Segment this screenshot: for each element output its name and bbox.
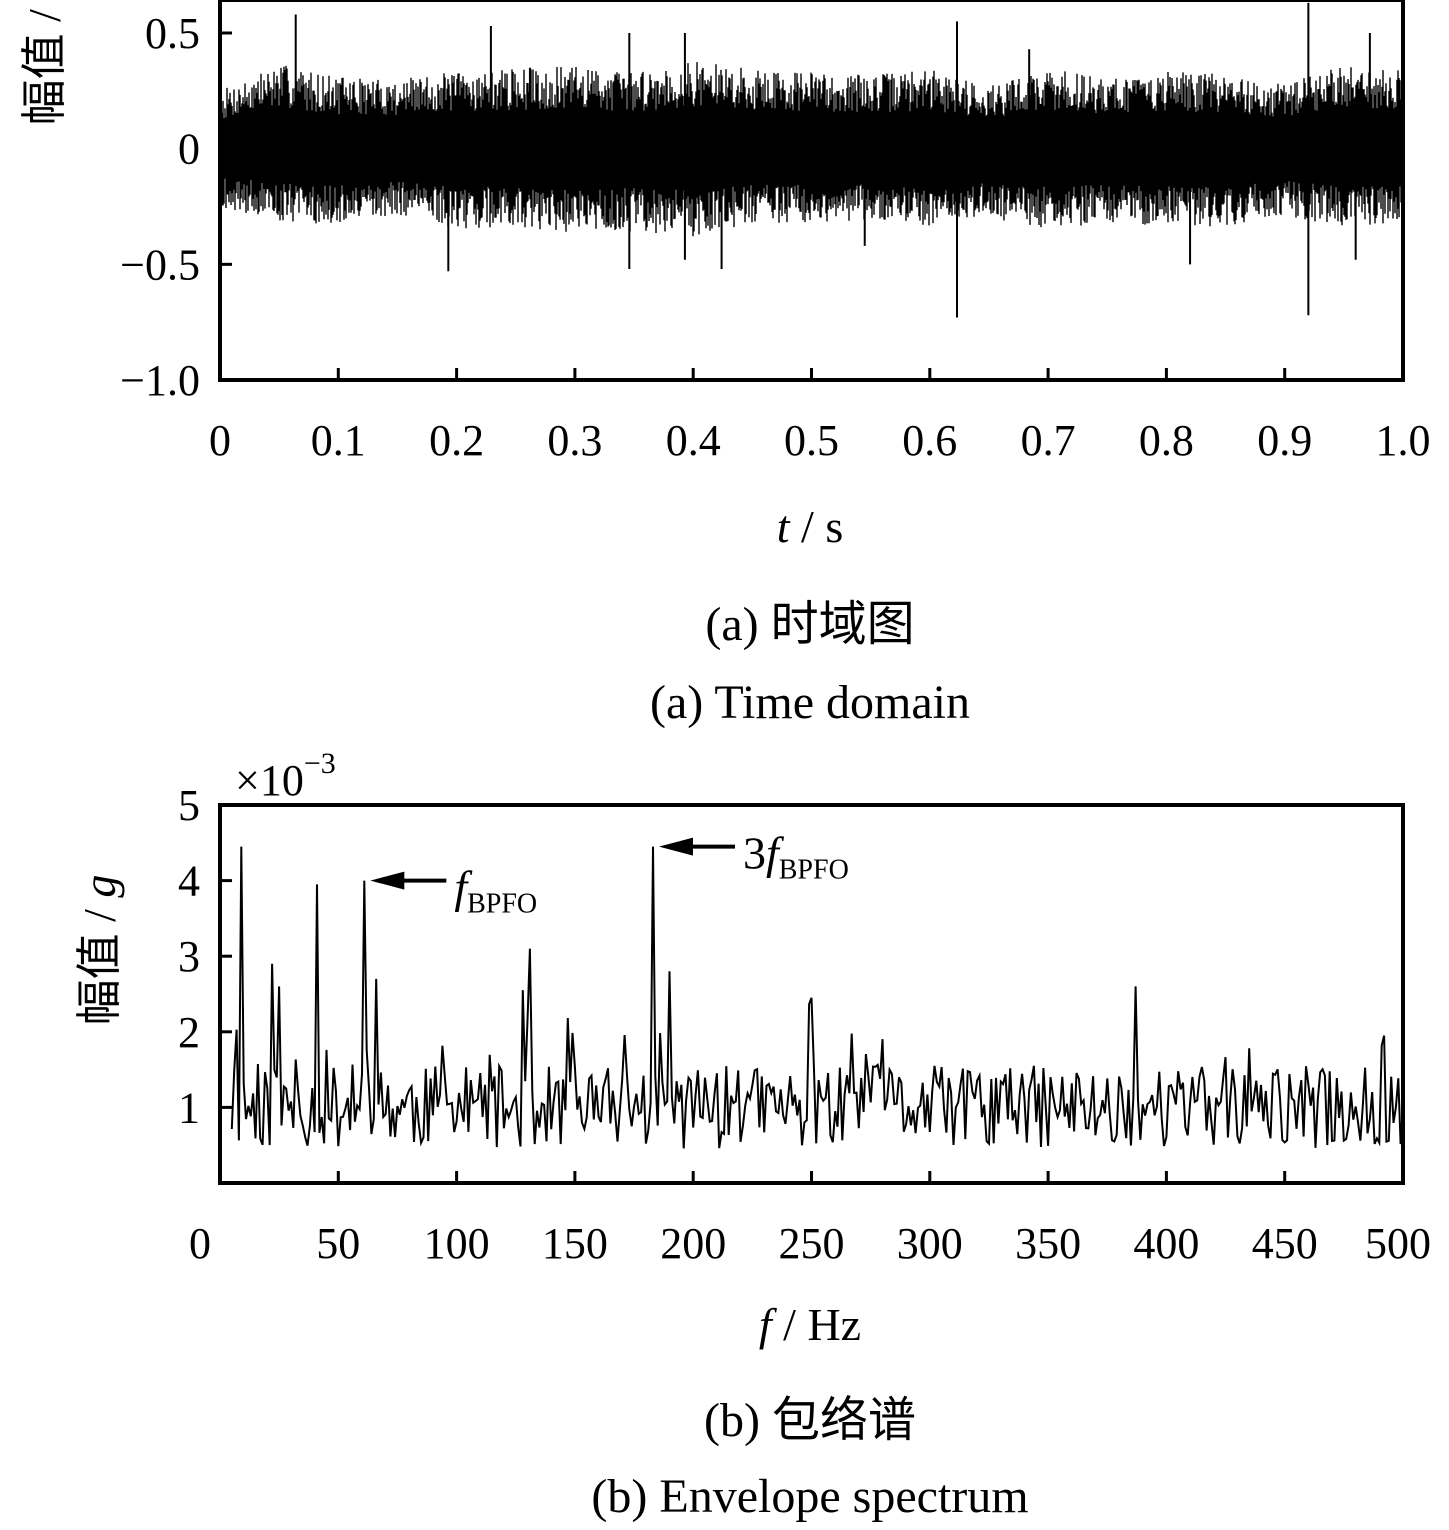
time-x-tick-label: 0.7	[1021, 416, 1076, 465]
envelope-x-tick-label: 200	[660, 1219, 726, 1268]
envelope-y-tick-label: 3	[178, 932, 200, 981]
time-y-ticks: 0.5 0 −0.5 −1.0	[120, 9, 232, 405]
y-multiplier-exp: −3	[304, 747, 336, 780]
annotation-label: fBPFO	[454, 862, 537, 920]
envelope-caption-zh: (b) 包络谱	[704, 1394, 916, 1447]
envelope-x-tick-label: 50	[316, 1219, 360, 1268]
time-y-tick-label: −0.5	[120, 240, 200, 289]
envelope-y-axis-title-main: 幅值	[74, 933, 125, 1025]
envelope-x-tick-label: 150	[542, 1219, 608, 1268]
envelope-x-tick-label: 350	[1015, 1219, 1081, 1268]
annotation-prefix: 3	[743, 828, 766, 879]
time-x-tick-label: 0.6	[902, 416, 957, 465]
time-x-tick-label: 0.2	[429, 416, 484, 465]
envelope-y-tick-label: 2	[178, 1008, 200, 1057]
time-x-tick-label: 0	[209, 416, 231, 465]
annotation-subscript: BPFO	[779, 855, 849, 886]
envelope-y-axis-title: 幅值 / g	[74, 875, 125, 1026]
time-y-tick-label: 0	[178, 125, 200, 174]
time-x-axis-title-var: t	[777, 501, 791, 552]
time-x-tick-label: 0.5	[784, 416, 839, 465]
envelope-x-tick-label: 250	[779, 1219, 845, 1268]
envelope-x-tick-label: 0	[189, 1219, 211, 1268]
time-x-tick-label: 1.0	[1376, 416, 1431, 465]
envelope-y-axis-title-sep: /	[74, 898, 125, 934]
envelope-x-tick-label: 400	[1133, 1219, 1199, 1268]
envelope-annotations: fBPFO 3fBPFO	[370, 828, 849, 920]
time-y-tick-label: −1.0	[120, 356, 200, 405]
envelope-x-tick-label: 500	[1365, 1219, 1431, 1268]
time-x-axis-title-unit: / s	[790, 501, 844, 552]
envelope-x-tick-label: 450	[1252, 1219, 1318, 1268]
annotation-arrow-head	[370, 871, 405, 890]
y-multiplier-base: ×10	[235, 756, 304, 805]
time-signal-spikes	[294, 2, 1371, 318]
time-x-tick-label: 0.1	[311, 416, 366, 465]
time-domain-panel: 0 0.1 0.2 0.3 0.4 0.5 0.6 0.7 0.8 0.9 1.0 0.5 0 −0.5…	[19, 0, 1431, 729]
time-x-ticks: 0 0.1 0.2 0.3 0.4 0.5 0.6 0.7 0.8 0.9 1.0	[209, 368, 1431, 465]
envelope-y-tick-label: 1	[178, 1083, 200, 1132]
time-y-axis-title: 幅值 / g	[19, 0, 70, 125]
time-signal-series	[221, 62, 1402, 237]
envelope-x-axis-title: f / Hz	[759, 1299, 861, 1350]
time-x-axis-title: t / s	[777, 501, 843, 552]
time-x-tick-label: 0.9	[1257, 416, 1312, 465]
annotation-arrow-head	[658, 837, 693, 856]
envelope-y-ticks: 1 2 3 4 5	[178, 781, 232, 1132]
time-signal-band	[221, 62, 1402, 237]
annotation-subscript: BPFO	[467, 889, 537, 920]
envelope-y-tick-label: 5	[178, 781, 200, 830]
annotation-label: 3fBPFO	[743, 828, 849, 886]
time-caption-zh: (a) 时域图	[705, 598, 914, 651]
time-y-axis-title-sep: /	[19, 0, 70, 33]
y-multiplier: ×10−3	[235, 747, 336, 805]
envelope-caption-en: (b) Envelope spectrum	[591, 1470, 1028, 1523]
envelope-x-axis-title-unit: / Hz	[772, 1299, 861, 1350]
time-x-tick-label: 0.3	[547, 416, 602, 465]
time-y-tick-label: 0.5	[145, 9, 200, 58]
envelope-x-ticks: 0 50 100 150 200 250 300 350 400 450 500	[189, 1171, 1431, 1268]
time-caption-en: (a) Time domain	[650, 676, 970, 729]
envelope-spectrum-line	[230, 846, 1404, 1149]
envelope-y-tick-label: 4	[178, 857, 200, 906]
envelope-y-axis-title-var: g	[74, 875, 125, 898]
time-x-tick-label: 0.4	[666, 416, 721, 465]
time-y-axis-title-main: 幅值	[19, 33, 70, 125]
envelope-x-tick-label: 100	[424, 1219, 490, 1268]
envelope-x-tick-label: 300	[897, 1219, 963, 1268]
envelope-panel: 0 50 100 150 200 250 300 350 400 450 500 1 2 3 4 5 ×10…	[74, 747, 1431, 1523]
time-x-tick-label: 0.8	[1139, 416, 1194, 465]
